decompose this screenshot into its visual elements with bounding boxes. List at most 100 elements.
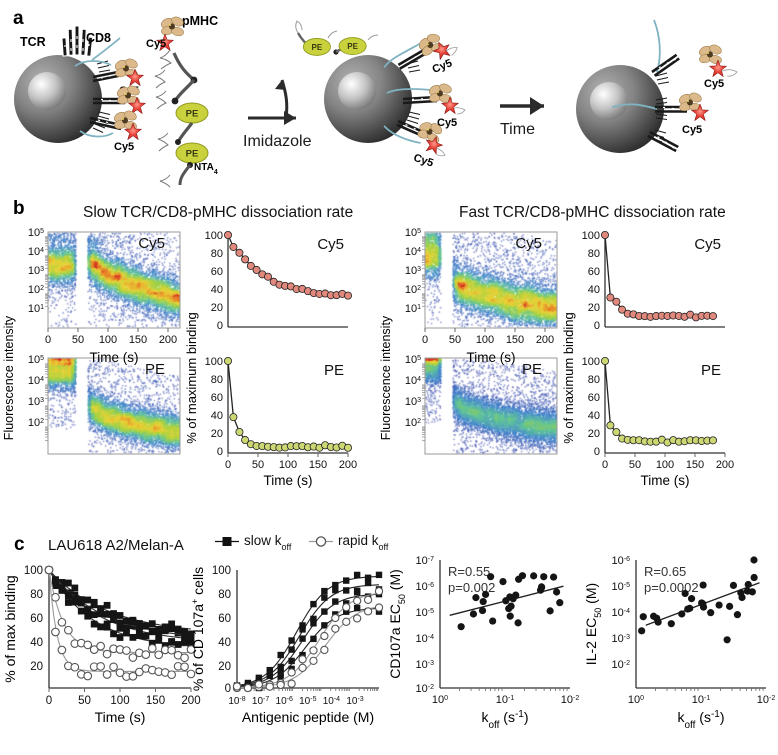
svg-text:40: 40 xyxy=(218,637,231,649)
svg-text:100: 100 xyxy=(582,230,600,242)
svg-text:40: 40 xyxy=(30,637,43,649)
svg-text:200: 200 xyxy=(339,459,357,471)
svg-text:10-8: 10-8 xyxy=(228,696,245,708)
svg-text:Cy5: Cy5 xyxy=(694,236,721,253)
svg-text:10-3: 10-3 xyxy=(346,696,363,708)
svg-text:200: 200 xyxy=(716,459,734,471)
svg-text:NTA4: NTA4 xyxy=(194,162,218,176)
svg-text:R=0.65: R=0.65 xyxy=(644,564,686,579)
svg-text:Time: Time xyxy=(500,121,535,138)
svg-text:100: 100 xyxy=(628,694,644,706)
svg-text:10-5: 10-5 xyxy=(299,696,316,708)
svg-text:100: 100 xyxy=(279,459,297,471)
svg-text:200: 200 xyxy=(159,334,177,346)
svg-text:% of CD 107a+ cells: % of CD 107a+ cells xyxy=(190,567,206,691)
svg-text:0: 0 xyxy=(225,459,231,471)
svg-text:60: 60 xyxy=(588,266,600,278)
svg-text:102: 102 xyxy=(405,417,421,429)
svg-text:% of max binding: % of max binding xyxy=(2,575,18,682)
svg-text:100: 100 xyxy=(656,459,674,471)
svg-text:0: 0 xyxy=(594,320,600,332)
svg-text:102: 102 xyxy=(28,417,44,429)
svg-text:100: 100 xyxy=(582,356,600,368)
svg-text:10-6: 10-6 xyxy=(416,581,435,593)
svg-text:rapid koff: rapid koff xyxy=(338,533,389,552)
svg-text:10-3: 10-3 xyxy=(416,659,435,671)
svg-text:20: 20 xyxy=(588,302,600,314)
svg-text:10-7: 10-7 xyxy=(252,696,269,708)
svg-text:10-4: 10-4 xyxy=(416,633,435,645)
svg-text:100: 100 xyxy=(432,694,448,706)
svg-text:R=0.55: R=0.55 xyxy=(448,564,490,579)
svg-text:pMHC: pMHC xyxy=(182,14,218,28)
svg-text:102: 102 xyxy=(405,284,421,296)
svg-text:PE: PE xyxy=(145,361,165,378)
svg-text:105: 105 xyxy=(405,354,421,366)
svg-text:koff (s-1): koff (s-1) xyxy=(481,709,528,731)
svg-text:LAU618 A2/Melan-A: LAU618 A2/Melan-A xyxy=(48,537,184,554)
svg-text:0: 0 xyxy=(225,683,231,695)
svg-text:20: 20 xyxy=(218,661,231,673)
svg-text:80: 80 xyxy=(218,589,231,601)
svg-text:Fluorescence intensity: Fluorescence intensity xyxy=(2,315,16,440)
svg-text:p=0.0002: p=0.0002 xyxy=(644,580,699,595)
svg-text:150: 150 xyxy=(129,334,147,346)
svg-text:0: 0 xyxy=(217,320,223,332)
svg-text:Cy5: Cy5 xyxy=(317,236,344,253)
svg-text:105: 105 xyxy=(28,227,44,239)
svg-text:100: 100 xyxy=(205,356,223,368)
svg-text:100: 100 xyxy=(24,565,43,577)
svg-text:103: 103 xyxy=(405,265,421,277)
svg-text:10-6: 10-6 xyxy=(612,555,631,567)
svg-text:slow koff: slow koff xyxy=(244,533,292,552)
svg-text:Time (s): Time (s) xyxy=(641,473,690,488)
svg-text:20: 20 xyxy=(30,661,43,673)
svg-text:50: 50 xyxy=(449,334,461,346)
svg-text:60: 60 xyxy=(211,266,223,278)
svg-text:105: 105 xyxy=(28,354,44,366)
svg-text:100: 100 xyxy=(99,334,117,346)
svg-text:koff (s-1): koff (s-1) xyxy=(677,709,724,731)
svg-text:100: 100 xyxy=(212,565,231,577)
svg-text:200: 200 xyxy=(536,334,554,346)
svg-text:150: 150 xyxy=(686,459,704,471)
svg-text:80: 80 xyxy=(588,248,600,260)
svg-text:0: 0 xyxy=(45,334,51,346)
svg-text:104: 104 xyxy=(28,375,44,387)
svg-text:% of maximum binding: % of maximum binding xyxy=(561,312,576,444)
svg-text:0: 0 xyxy=(602,459,608,471)
svg-text:Cy5: Cy5 xyxy=(431,57,454,76)
svg-text:102: 102 xyxy=(28,284,44,296)
svg-text:% of maximum binding: % of maximum binding xyxy=(184,312,199,444)
svg-text:40: 40 xyxy=(211,410,223,422)
svg-text:150: 150 xyxy=(506,334,524,346)
svg-text:50: 50 xyxy=(629,459,641,471)
svg-text:100: 100 xyxy=(110,695,129,707)
svg-text:100: 100 xyxy=(476,334,494,346)
svg-text:10-2: 10-2 xyxy=(612,659,631,671)
svg-text:0: 0 xyxy=(217,446,223,458)
svg-text:150: 150 xyxy=(309,459,327,471)
svg-text:Time (s): Time (s) xyxy=(264,473,313,488)
svg-text:Antigenic peptide (M): Antigenic peptide (M) xyxy=(242,709,374,725)
svg-text:200: 200 xyxy=(181,695,200,707)
svg-text:10-2: 10-2 xyxy=(561,694,580,706)
svg-text:10-1: 10-1 xyxy=(496,694,515,706)
svg-text:10-7: 10-7 xyxy=(416,555,435,567)
svg-text:20: 20 xyxy=(588,428,600,440)
svg-text:100: 100 xyxy=(205,230,223,242)
svg-text:10-4: 10-4 xyxy=(323,696,340,708)
svg-text:Cy5: Cy5 xyxy=(704,78,724,90)
svg-text:CD107a EC50 (M): CD107a EC50 (M) xyxy=(387,569,407,679)
svg-text:101: 101 xyxy=(28,303,44,315)
svg-text:10-5: 10-5 xyxy=(612,581,631,593)
svg-text:60: 60 xyxy=(588,392,600,404)
svg-text:Cy5: Cy5 xyxy=(515,235,542,252)
svg-text:103: 103 xyxy=(28,265,44,277)
svg-text:10-5: 10-5 xyxy=(416,607,435,619)
svg-text:50: 50 xyxy=(78,695,91,707)
svg-text:104: 104 xyxy=(405,246,421,258)
svg-text:104: 104 xyxy=(28,246,44,258)
svg-text:Time (s): Time (s) xyxy=(467,350,516,365)
svg-text:Cy5: Cy5 xyxy=(412,152,435,170)
